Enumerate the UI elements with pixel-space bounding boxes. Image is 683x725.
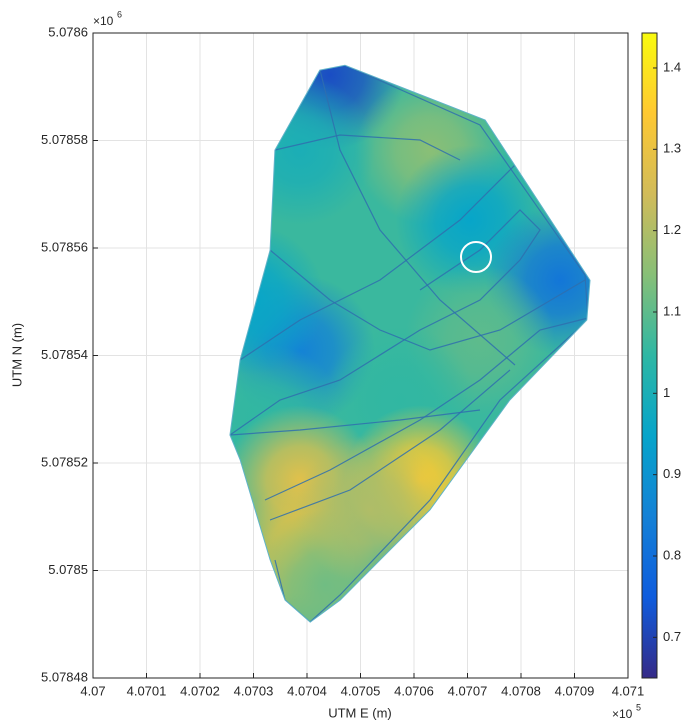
marker-circle <box>460 241 492 273</box>
y-tick-label: 5.0785 <box>48 562 88 577</box>
field-sample <box>295 434 446 585</box>
x-tick-label: 4.0704 <box>287 683 327 698</box>
y-tick-label: 5.07852 <box>41 454 88 469</box>
x-tick-label: 4.0707 <box>448 683 488 698</box>
colorbar <box>641 32 658 679</box>
y-tick-label: 5.0786 <box>48 24 88 39</box>
colorbar-tick-label: 1 <box>663 385 670 400</box>
x-tick-label: 4.0708 <box>501 683 541 698</box>
x-tick-label: 4.0701 <box>127 683 167 698</box>
colorbar-tick-label: 0.9 <box>663 466 681 481</box>
colorbar-tick-label: 1.1 <box>663 303 681 318</box>
y-exponent-power: 6 <box>117 9 122 19</box>
y-tick-label: 5.07854 <box>41 347 88 362</box>
field-sample <box>229 75 376 226</box>
x-tick-label: 4.07 <box>80 683 105 698</box>
colorbar-tick-label: 1.4 <box>663 59 681 74</box>
x-tick-label: 4.0705 <box>341 683 381 698</box>
x-tick-label: 4.0709 <box>555 683 595 698</box>
x-exponent-power: 5 <box>636 702 641 712</box>
y-exponent-base: ×10 <box>93 14 114 28</box>
y-tick-label: 5.07858 <box>41 132 88 147</box>
x-tick-label: 4.0702 <box>180 683 220 698</box>
y-tick-label: 5.07856 <box>41 239 88 254</box>
colorbar-tick-label: 1.3 <box>663 141 681 156</box>
colorbar-tick-label: 0.7 <box>663 629 681 644</box>
x-exponent-base: ×10 <box>612 707 633 721</box>
y-tick-label: 5.07848 <box>41 669 88 684</box>
x-tick-label: 4.0703 <box>234 683 274 698</box>
y-axis-label: UTM N (m) <box>9 323 24 387</box>
field-boundary <box>229 64 591 623</box>
colorbar-tick-label: 1.2 <box>663 222 681 237</box>
x-axis-label: UTM E (m) <box>328 705 392 720</box>
x-tick-label: 4.0706 <box>394 683 434 698</box>
colorbar-tick-label: 0.8 <box>663 547 681 562</box>
x-tick-label: 4.071 <box>612 683 645 698</box>
